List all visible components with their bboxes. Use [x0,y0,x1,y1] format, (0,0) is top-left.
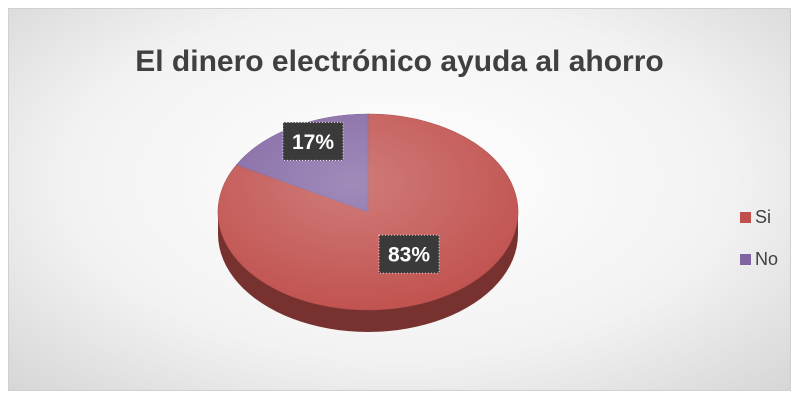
legend-swatch [740,212,751,223]
pie-side-si [218,212,518,332]
svg-text:83%: 83% [388,244,430,267]
legend-label: No [755,249,778,269]
svg-text:17%: 17% [292,131,334,154]
legend-label: Si [755,207,771,227]
legend-swatch [740,254,751,265]
pie-highlight [218,114,518,310]
chart-title: El dinero electrónico ayuda al ahorro [135,45,664,78]
legend-item-no: No [740,249,778,269]
data-label-si: 83% [378,234,440,274]
legend-item-si: Si [740,207,771,227]
data-label-no: 17% [282,121,344,161]
